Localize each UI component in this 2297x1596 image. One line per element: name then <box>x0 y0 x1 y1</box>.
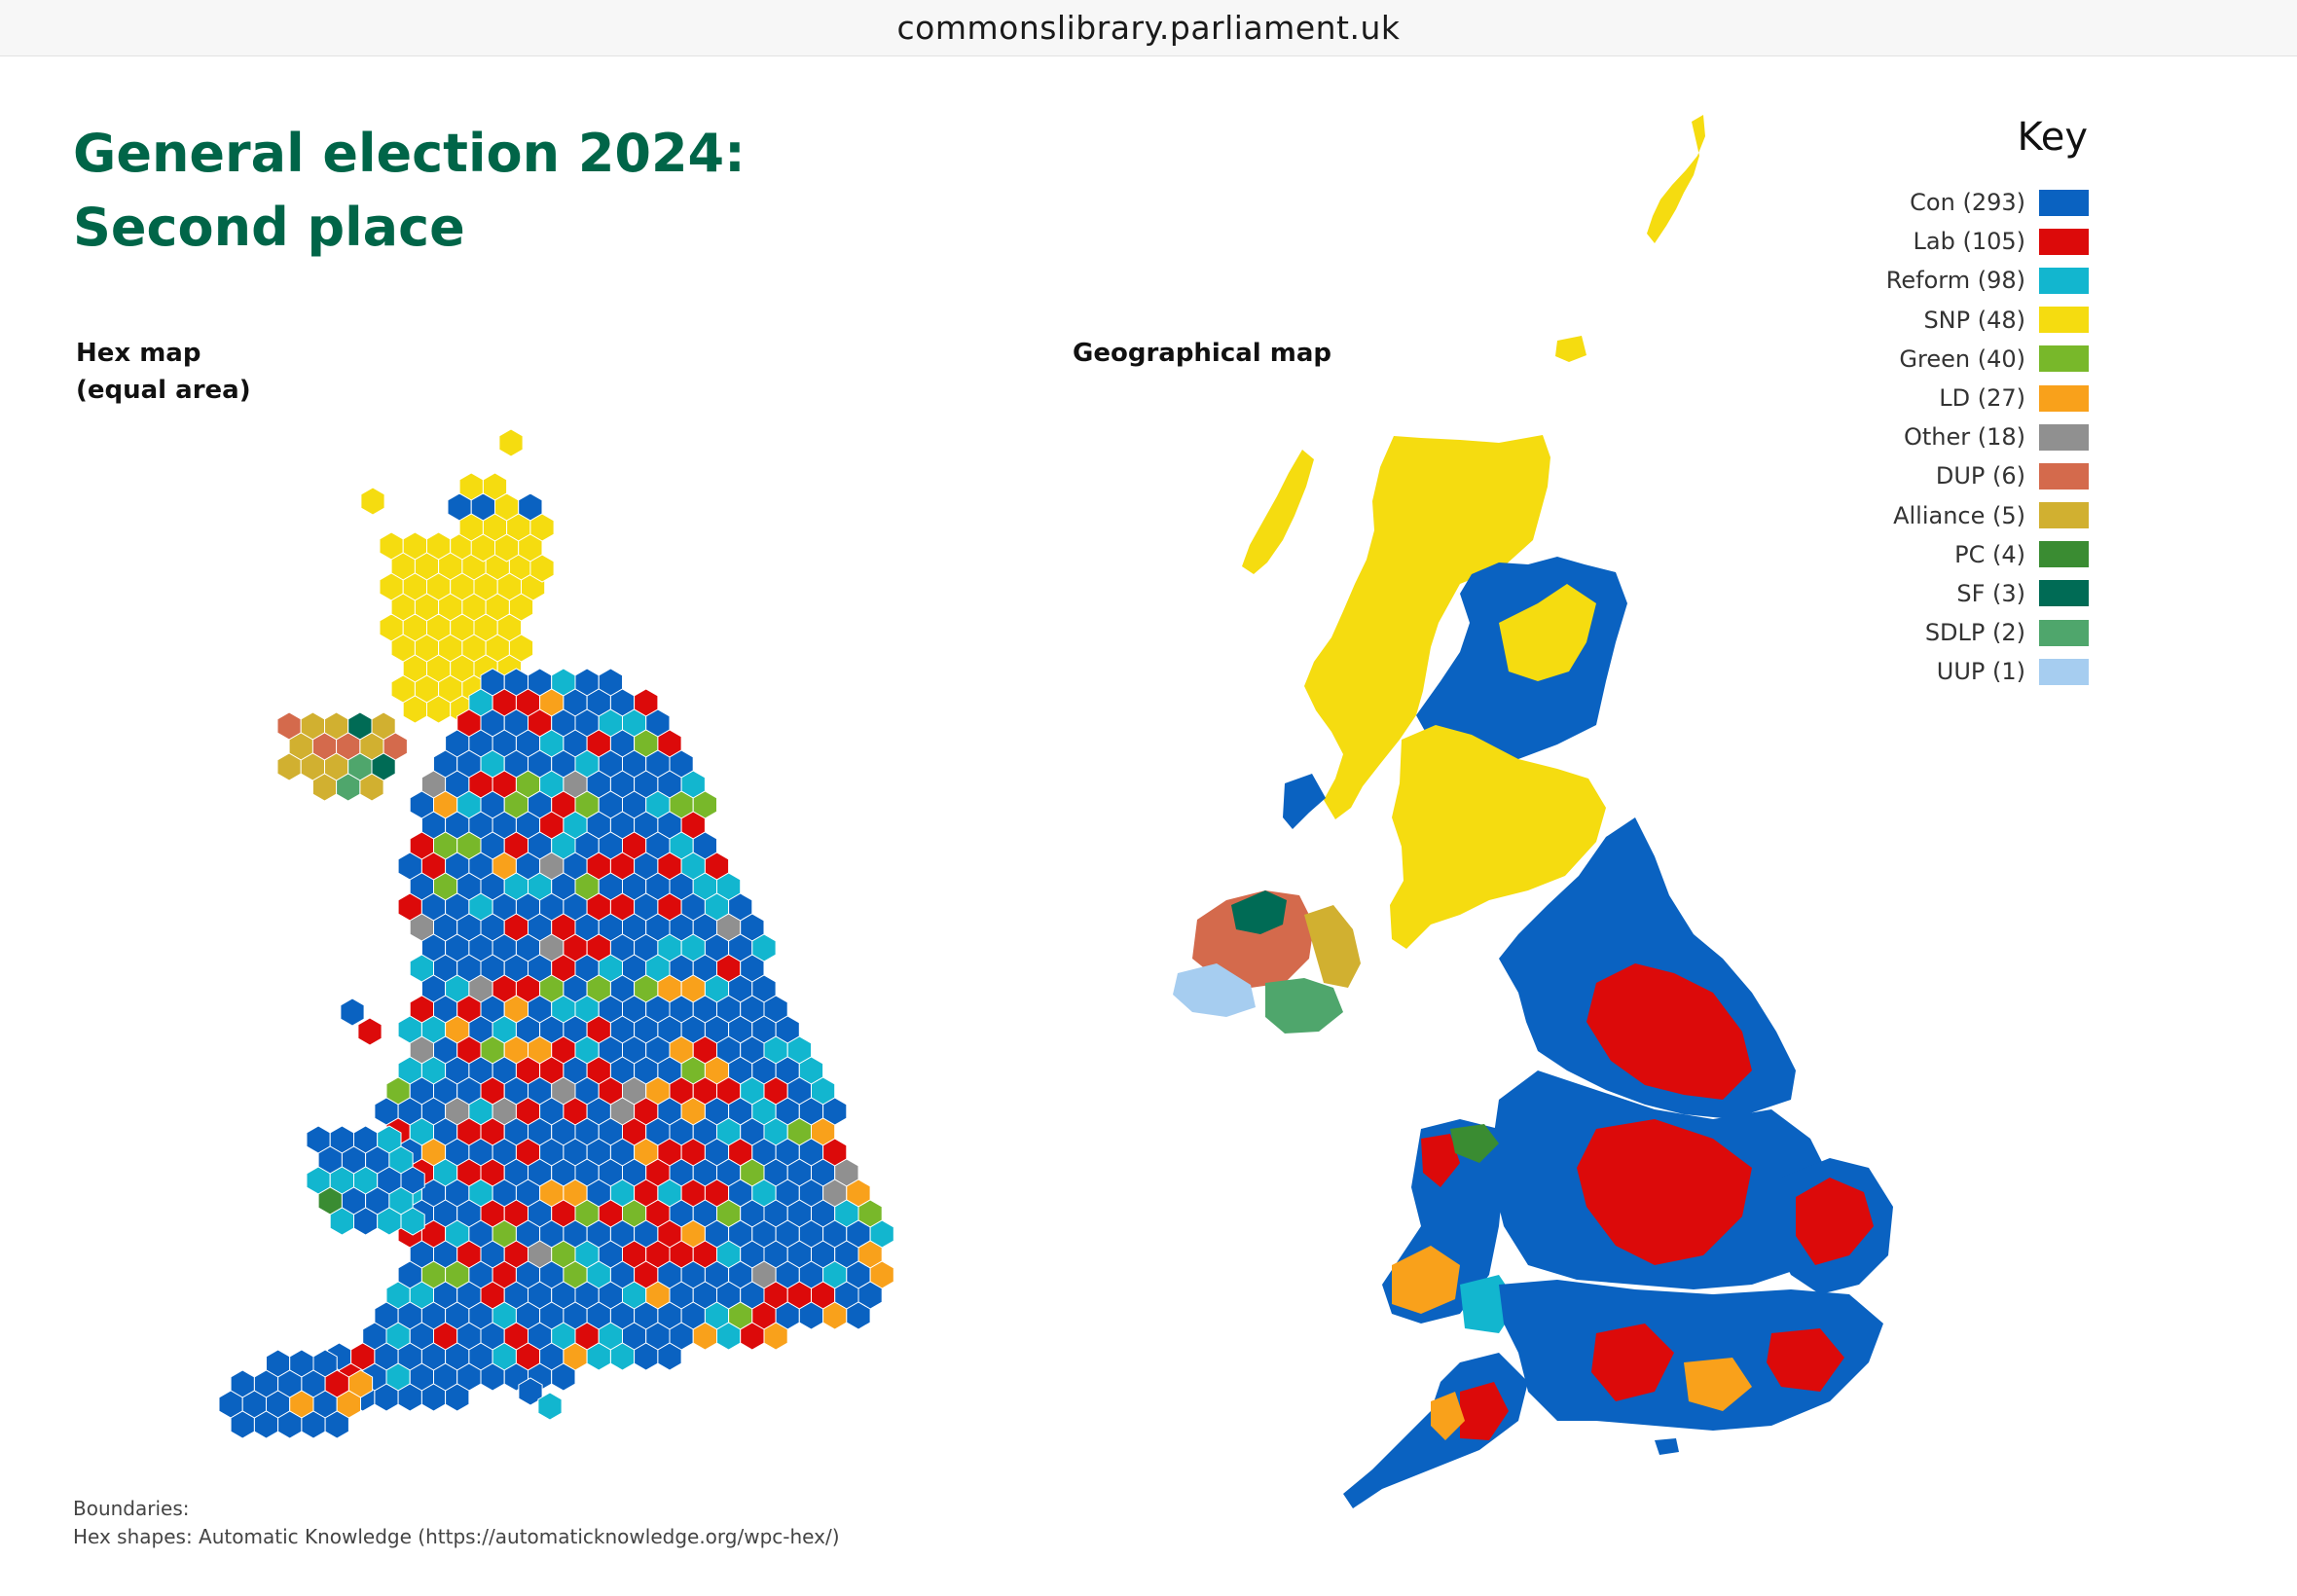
constituency-hex <box>359 773 384 802</box>
constituency-hex <box>360 487 385 516</box>
isle-of-wight <box>1655 1438 1679 1455</box>
shetland-islands <box>1647 115 1705 243</box>
constituency-hex <box>445 1383 470 1412</box>
source-note-line-1: Boundaries: <box>73 1497 190 1520</box>
source-note-line-2: Hex shapes: Automatic Knowledge (https:/… <box>73 1525 840 1548</box>
constituency-hex <box>537 1392 563 1421</box>
midlands-labour <box>1577 1119 1752 1265</box>
west-coast-islands <box>1283 774 1326 829</box>
south-labour <box>1591 1324 1674 1401</box>
constituency-hex <box>498 428 524 457</box>
hex-map-label-line-1: Hex map <box>76 339 201 368</box>
south-libdem <box>1684 1358 1752 1411</box>
source-note: Boundaries: Hex shapes: Automatic Knowle… <box>73 1495 840 1551</box>
orkney-islands <box>1555 336 1586 362</box>
england-wales-region <box>1343 817 1893 1508</box>
constituency-hex <box>763 1322 788 1351</box>
ni-east-alliance <box>1304 905 1361 988</box>
ni-fermanagh-uup <box>1173 963 1256 1017</box>
wales-plaid-cymru <box>1450 1124 1499 1163</box>
page-url: commonslibrary.parliament.uk <box>896 9 1401 47</box>
southeast-labour <box>1767 1328 1844 1392</box>
southern-scotland <box>1390 725 1606 949</box>
constituency-hex <box>551 1362 576 1392</box>
geo-map-label: Geographical map <box>1073 339 1332 368</box>
wales-libdem <box>1392 1246 1460 1314</box>
ni-north-sf <box>1231 890 1287 934</box>
scotland-region <box>1242 115 1705 949</box>
southwest-libdem <box>1431 1392 1465 1440</box>
hex-map-label-line-2: (equal area) <box>76 376 251 405</box>
title-line-1: General election 2024: <box>73 123 746 184</box>
hex-map-label: Hex map (equal area) <box>76 335 251 409</box>
page-title: General election 2024: Second place <box>73 117 746 265</box>
northern-ireland-region <box>1173 890 1361 1034</box>
southern-england <box>1499 1280 1883 1431</box>
browser-address-bar[interactable]: commonslibrary.parliament.uk <box>0 0 2297 56</box>
constituency-hex <box>846 1301 871 1330</box>
southwest-labour <box>1460 1382 1509 1440</box>
aberdeenshire <box>1499 584 1596 681</box>
constituency-hex <box>340 998 365 1027</box>
east-anglia-labour <box>1796 1178 1874 1265</box>
scotland-highlands <box>1304 435 1550 819</box>
constituency-hex <box>357 1017 383 1046</box>
title-line-2: Second place <box>73 197 465 258</box>
outer-hebrides <box>1242 450 1314 574</box>
ni-south-sdlp <box>1265 978 1343 1034</box>
constituency-hex <box>657 1342 682 1371</box>
constituency-hex <box>529 554 555 583</box>
constituency-hex <box>400 1207 425 1236</box>
constituency-hex <box>324 1410 349 1439</box>
wales-labour <box>1421 1134 1460 1187</box>
yorkshire-labour <box>1586 963 1752 1100</box>
